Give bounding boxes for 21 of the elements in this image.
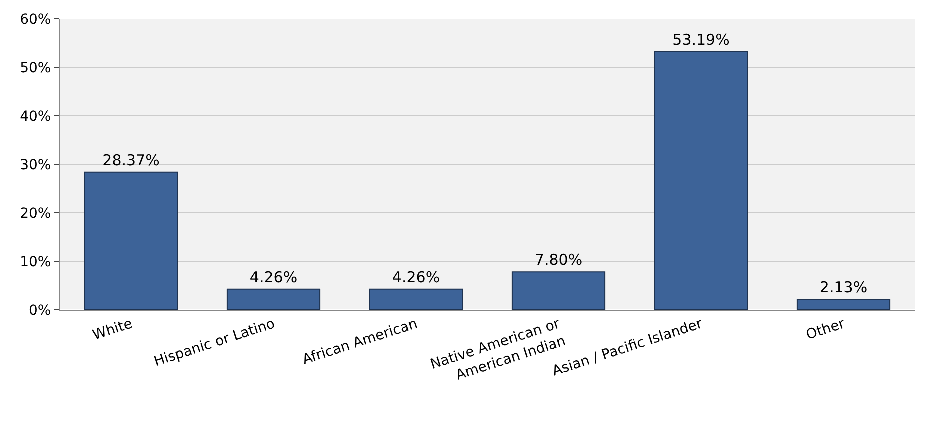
data-label: 2.13% <box>820 278 868 297</box>
bar <box>654 52 748 310</box>
y-tick-label: 50% <box>20 60 52 76</box>
bar <box>796 299 891 310</box>
bar <box>226 288 321 310</box>
data-label: 28.37% <box>102 151 160 170</box>
y-tick-label: 20% <box>20 206 52 222</box>
x-tick-label: White <box>90 316 135 344</box>
bar <box>512 272 606 310</box>
bar <box>369 288 464 310</box>
y-tick-label: 10% <box>20 254 52 270</box>
x-tick-label: Other <box>804 316 848 344</box>
y-tick-label: 60% <box>20 12 52 28</box>
y-tick-label: 40% <box>20 108 52 125</box>
data-label: 4.26% <box>250 268 298 286</box>
data-label: 7.80% <box>534 251 583 270</box>
bar <box>84 172 178 310</box>
data-label: 53.19% <box>672 31 730 50</box>
y-tick-label: 0% <box>28 302 52 319</box>
data-label: 4.26% <box>392 268 440 286</box>
y-tick-label: 30% <box>20 157 52 174</box>
